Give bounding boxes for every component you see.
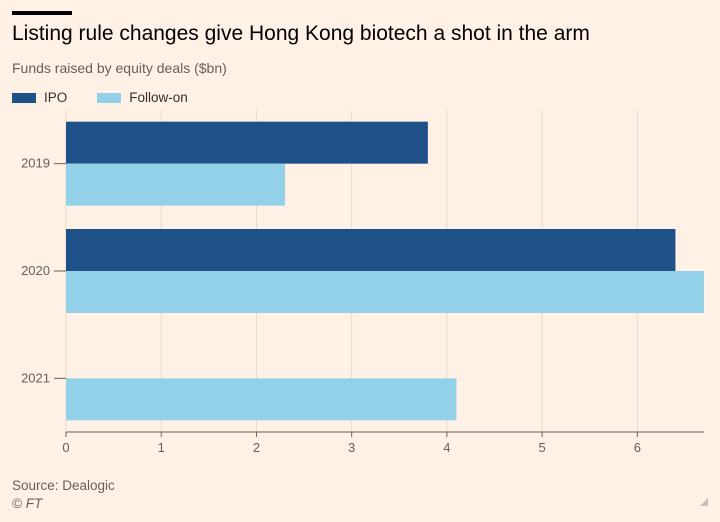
x-tick-label-3: 3: [348, 440, 355, 455]
legend-swatch-ipo: [12, 92, 36, 103]
y-tick-label-2019: 2019: [21, 156, 50, 171]
credit-note: © FT: [12, 496, 43, 511]
bar-follow-on-2019: [66, 163, 286, 206]
x-tick-label-5: 5: [539, 440, 546, 455]
x-tick-label-1: 1: [158, 440, 165, 455]
bar-follow-on-2020: [66, 271, 704, 313]
legend-label-follow-on: Follow-on: [129, 90, 188, 105]
title-accent-bar: [12, 11, 72, 15]
source-note: Source: Dealogic: [12, 478, 115, 493]
legend-item-ipo: IPO: [12, 90, 67, 105]
resize-handle-icon: [700, 498, 708, 506]
y-tick-label-2020: 2020: [21, 263, 50, 278]
bar-ipo-2019: [66, 121, 428, 164]
x-tick-label-2: 2: [253, 440, 260, 455]
x-tick-label-6: 6: [634, 440, 641, 455]
x-tick-label-0: 0: [62, 440, 69, 455]
bar-follow-on-2021: [66, 378, 457, 421]
legend: IPO Follow-on: [12, 90, 218, 105]
legend-swatch-follow-on: [97, 92, 122, 103]
chart-title: Listing rule changes give Hong Kong biot…: [12, 22, 590, 45]
y-tick-label-2021: 2021: [21, 370, 50, 385]
legend-item-follow-on: Follow-on: [97, 90, 188, 105]
legend-label-ipo: IPO: [44, 90, 68, 105]
bar-ipo-2020: [66, 229, 676, 271]
chart-subtitle: Funds raised by equity deals ($bn): [12, 60, 227, 76]
x-tick-label-4: 4: [443, 440, 450, 455]
